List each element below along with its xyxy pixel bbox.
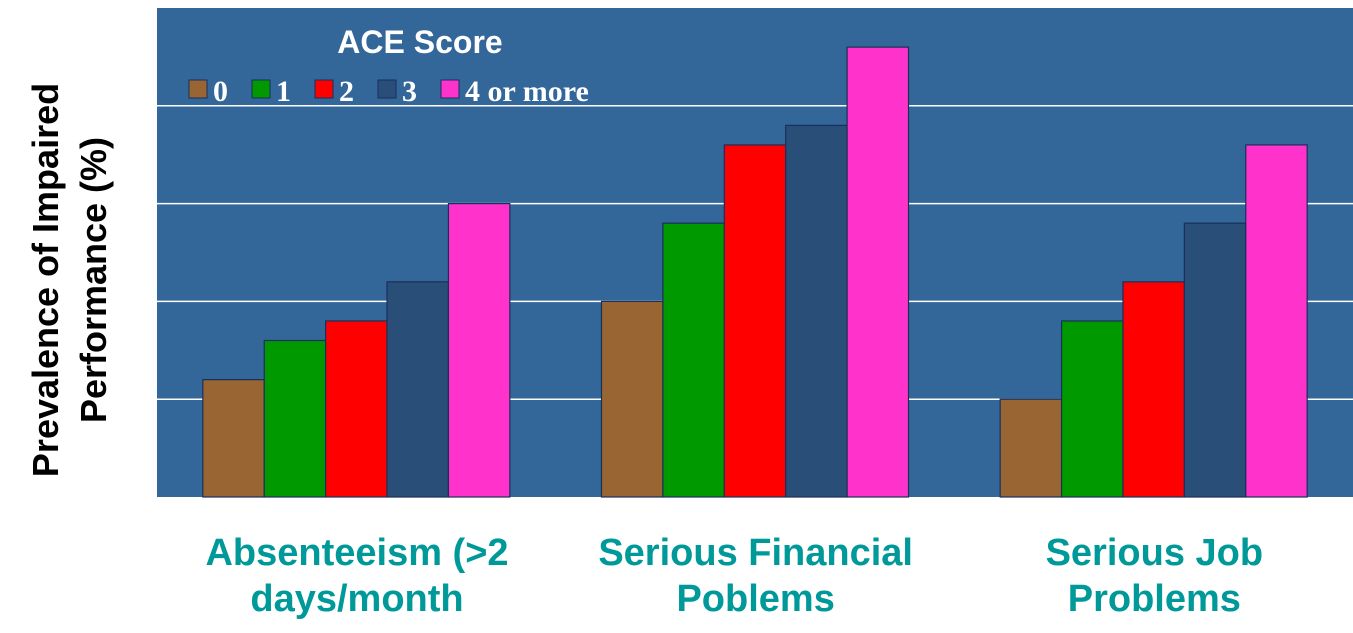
x-tick-label: Absenteeism (>2 days/month	[205, 532, 509, 620]
bar	[999, 398, 1063, 498]
legend-label: 2	[339, 75, 354, 108]
bar	[202, 379, 265, 498]
bar	[1245, 144, 1308, 498]
bar	[1122, 281, 1185, 498]
bar	[600, 300, 664, 498]
legend-swatch	[314, 79, 334, 99]
bar	[1183, 222, 1247, 498]
x-tick-label: Serious Financial Poblems	[598, 532, 913, 620]
bar	[662, 222, 725, 498]
legend-swatch	[188, 79, 208, 99]
y-axis-label: Prevalence of Impaired	[25, 83, 66, 477]
bar	[846, 46, 910, 498]
legend-swatch	[251, 79, 271, 99]
legend-label: 4 or more	[465, 75, 589, 108]
legend-title: ACE Score	[337, 24, 502, 60]
bar	[386, 281, 450, 498]
bar	[723, 144, 787, 498]
bar	[447, 203, 511, 498]
legend-label: 0	[213, 75, 228, 108]
bar	[1060, 320, 1124, 498]
bar	[263, 339, 327, 498]
legend-label: 3	[402, 75, 417, 108]
y-axis-label: Performance (%)	[73, 137, 114, 423]
legend-label: 1	[276, 75, 291, 108]
legend-swatch	[440, 79, 460, 99]
bar	[785, 124, 848, 498]
x-tick-label: Serious Job Problems	[1045, 532, 1264, 620]
legend-swatch	[377, 79, 397, 99]
bar	[325, 320, 388, 498]
